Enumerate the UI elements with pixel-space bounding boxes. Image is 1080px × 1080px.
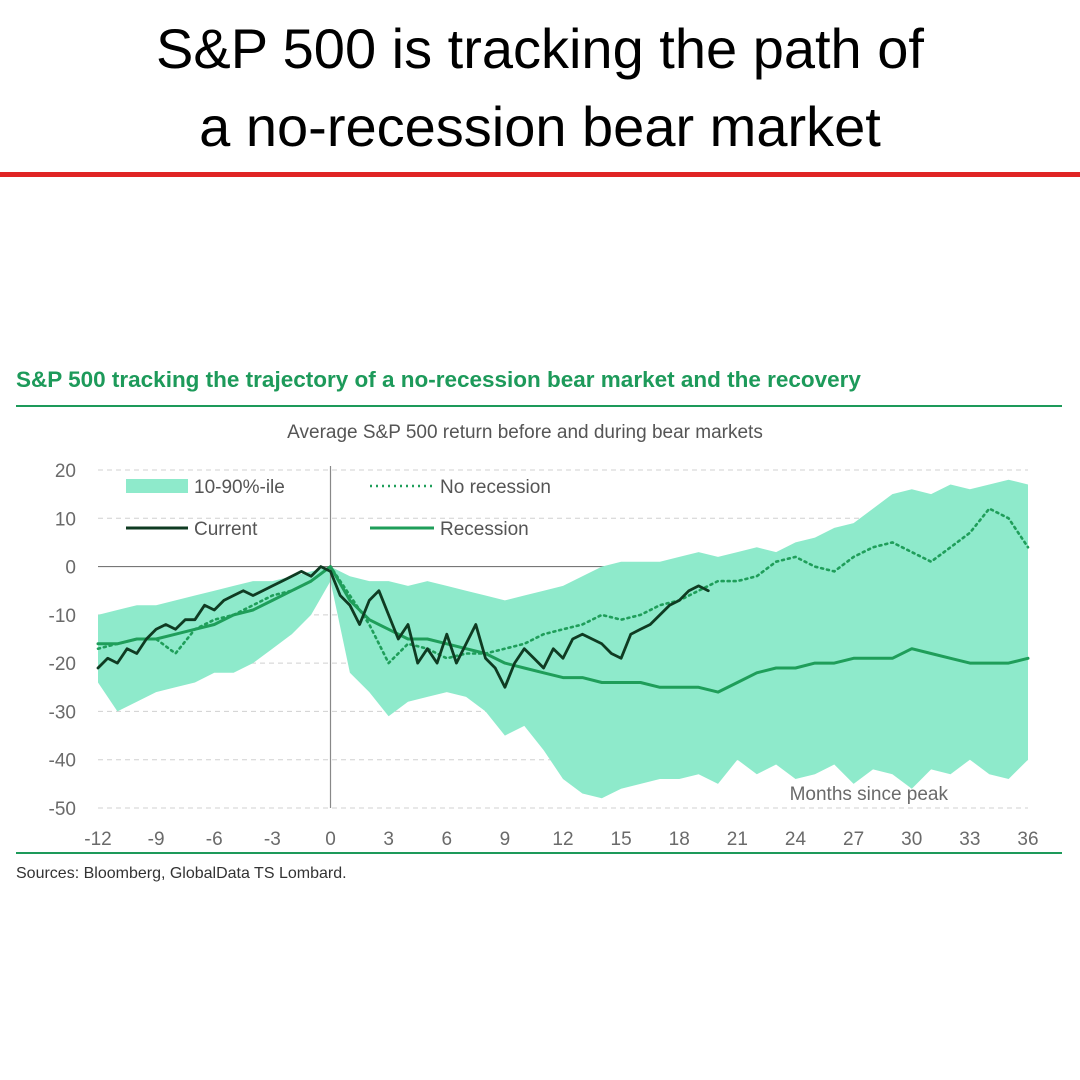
legend-label-recession: Recession — [440, 519, 529, 540]
legend-swatch-band — [126, 479, 188, 493]
y-tick-label: 0 — [65, 558, 76, 579]
chart-series — [96, 507, 1030, 694]
x-tick-label: 18 — [669, 829, 690, 850]
y-tick-label: 20 — [55, 461, 76, 482]
y-tick-label: -10 — [49, 606, 76, 627]
legend-label-no-recession: No recession — [440, 477, 551, 498]
x-tick-label: 12 — [552, 829, 573, 850]
headline-line-1: S&P 500 is tracking the path of — [156, 17, 924, 80]
x-tick-label: 24 — [785, 829, 807, 850]
x-tick-label: 3 — [383, 829, 394, 850]
x-tick-label: 30 — [901, 829, 922, 850]
x-tick-label: -3 — [264, 829, 281, 850]
x-tick-label: 6 — [441, 829, 452, 850]
x-tick-label: -12 — [84, 829, 111, 850]
chart-band — [98, 479, 1028, 799]
chart-title-rule — [16, 405, 1062, 407]
x-axis-label: Months since peak — [790, 784, 949, 805]
chart-canvas: Average S&P 500 return before and during… — [49, 422, 1039, 850]
series-recession — [96, 565, 1030, 694]
sources-note: Sources: Bloomberg, GlobalData TS Lombar… — [16, 865, 347, 882]
x-tick-label: -9 — [148, 829, 165, 850]
x-tick-label: 9 — [500, 829, 511, 850]
chart-bottom-rule — [16, 852, 1062, 854]
legend-label-current: Current — [194, 519, 258, 540]
legend-label-band: 10-90%-ile — [194, 477, 285, 498]
series-current — [96, 565, 710, 689]
headline-divider — [0, 172, 1080, 177]
y-tick-label: -20 — [49, 654, 76, 675]
y-tick-label: -30 — [49, 702, 76, 723]
x-tick-label: 33 — [959, 829, 980, 850]
chart-legend: 10-90%-ile No recession Current Recession — [126, 477, 551, 540]
x-tick-label: 0 — [325, 829, 336, 850]
chart-title: S&P 500 tracking the trajectory of a no-… — [16, 367, 861, 392]
x-tick-label: 15 — [611, 829, 632, 850]
y-tick-label: -40 — [49, 751, 76, 772]
headline-line-2: a no-recession bear market — [199, 95, 881, 158]
y-tick-label: -50 — [49, 799, 76, 820]
band-10-90-percentile — [98, 479, 1028, 799]
x-tick-label: 21 — [727, 829, 748, 850]
y-tick-label: 10 — [55, 509, 76, 530]
chart-subtitle: Average S&P 500 return before and during… — [287, 422, 763, 443]
x-tick-label: 27 — [843, 829, 864, 850]
series-no-recession — [96, 507, 1030, 665]
x-tick-label: 36 — [1017, 829, 1038, 850]
x-tick-label: -6 — [206, 829, 223, 850]
headline: S&P 500 is tracking the path of a no-rec… — [0, 10, 1080, 166]
